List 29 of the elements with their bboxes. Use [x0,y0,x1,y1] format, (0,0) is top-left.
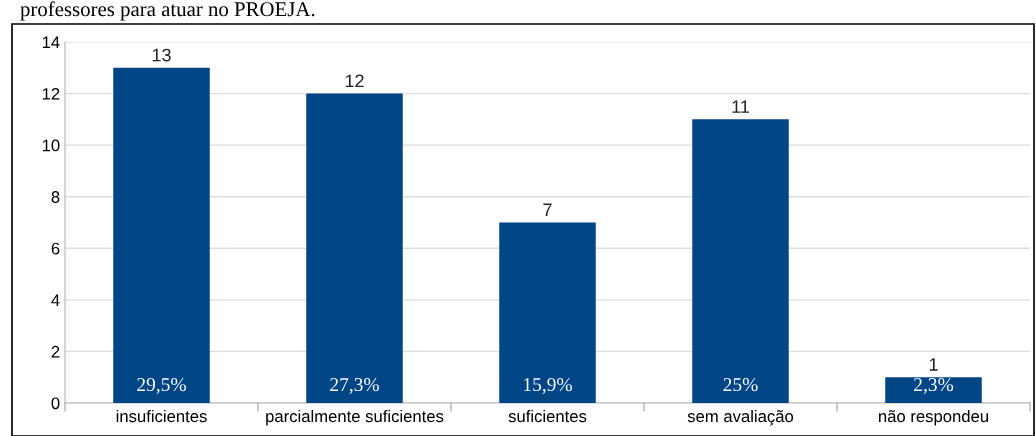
x-tick-label: sem avaliação [687,409,794,426]
bar [499,222,596,403]
data-label: 7 [543,203,552,216]
annotation: 15,9% [524,377,572,394]
y-tick-label: 6 [51,242,60,255]
y-tick-label: 10 [42,139,60,152]
x-tick-label: não respondeu [879,409,988,426]
bar [113,67,210,403]
y-tick-label: 4 [51,294,60,306]
annotation: 27,3% [330,377,379,394]
y-tick-label: 8 [51,191,60,203]
x-tick-label: parcialmente suficientes [266,409,444,426]
text: professores para atuar no PROEJA. [20,1,315,21]
annotation: 29,5% [137,377,186,394]
data-label: 13 [152,48,171,62]
annotation: 25% [723,377,758,392]
annotation: 2,3% [914,377,954,394]
bar [692,119,789,403]
y-tick-label: 12 [42,87,60,100]
data-label: 11 [732,100,749,113]
y-tick-label: 0 [51,397,60,410]
x-tick-label: suficientes [508,409,587,423]
y-tick-label: 14 [42,36,60,49]
bar [306,93,403,403]
bar [885,377,982,403]
data-label: 12 [345,74,364,88]
y-tick-label: 2 [51,345,60,358]
x-tick-label: insuficientes [116,409,207,423]
data-label: 1 [929,358,938,371]
